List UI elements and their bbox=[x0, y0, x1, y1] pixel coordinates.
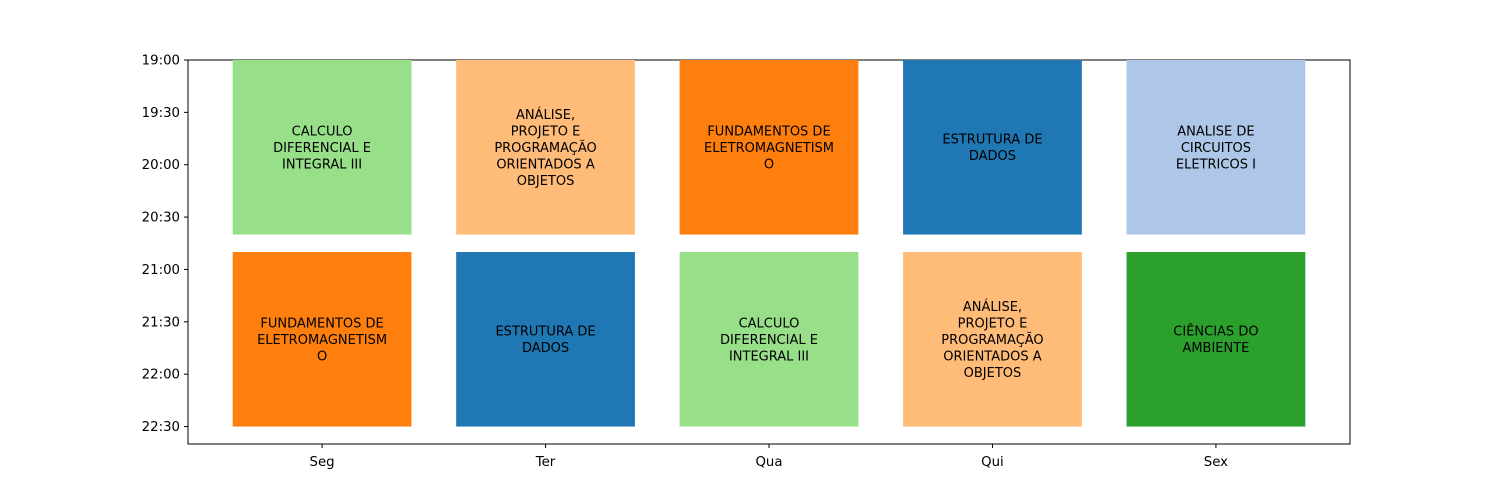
y-tick-label: 19:00 bbox=[142, 54, 180, 69]
y-axis: 19:00 19:30 20:00 20:30 21:00 21:30 22:00 22:30 bbox=[142, 54, 188, 435]
x-tick-label: Qua bbox=[755, 455, 782, 470]
class-block-bar bbox=[456, 252, 635, 427]
x-tick-label: Sex bbox=[1204, 455, 1228, 470]
class-block-label: ANALISE DE bbox=[1177, 124, 1254, 139]
class-block-label: CIÊNCIAS DO bbox=[1173, 324, 1258, 340]
y-tick-label: 21:00 bbox=[142, 263, 180, 278]
y-tick-label: 20:00 bbox=[142, 158, 180, 173]
class-block-label: ESTRUTURA DE bbox=[495, 325, 595, 340]
class-block-label: DADOS bbox=[522, 341, 569, 356]
class-block-label: FUNDAMENTOS DE bbox=[260, 316, 383, 331]
class-block-label: DIFERENCIAL E bbox=[720, 333, 818, 348]
class-block-bar bbox=[1126, 60, 1306, 235]
class-block-label: AMBIENTE bbox=[1182, 341, 1249, 356]
class-block-bar bbox=[903, 252, 1082, 427]
class-block-label: DADOS bbox=[969, 149, 1016, 164]
class-block-bar bbox=[679, 60, 859, 235]
class-block-bar bbox=[679, 252, 859, 427]
y-tick-label: 21:30 bbox=[142, 315, 180, 330]
class-block-label: PROJETO E bbox=[511, 124, 581, 139]
y-tick-label: 20:30 bbox=[142, 211, 180, 226]
class-block-label: INTEGRAL III bbox=[729, 349, 809, 364]
class-block-label: CALCULO bbox=[292, 124, 353, 139]
y-tick-label: 19:30 bbox=[142, 106, 180, 121]
class-block-label: ANÁLISE, bbox=[516, 107, 575, 123]
class-block-bar bbox=[903, 60, 1082, 235]
class-block-bar bbox=[232, 252, 412, 427]
class-block-label: PROGRAMAÇÃO bbox=[941, 332, 1043, 348]
class-block-label: OBJETOS bbox=[517, 174, 575, 189]
x-tick-label: Seg bbox=[310, 455, 335, 470]
y-tick-label: 22:30 bbox=[142, 420, 180, 435]
class-block-bar bbox=[456, 60, 635, 235]
class-block-label: INTEGRAL III bbox=[282, 157, 362, 172]
x-tick-label: Qui bbox=[981, 455, 1004, 470]
class-block-label: ELETROMAGNETISM bbox=[704, 141, 834, 156]
class-block-label: O bbox=[317, 349, 327, 364]
x-axis: Seg Ter Qua Qui Sex bbox=[310, 444, 1228, 470]
class-block-label: ELETROMAGNETISM bbox=[257, 333, 387, 348]
class-block-label: OBJETOS bbox=[964, 366, 1022, 381]
class-block-label: ELETRICOS I bbox=[1176, 157, 1256, 172]
class-block-label: ORIENTADOS A bbox=[496, 157, 594, 172]
class-block-label: CALCULO bbox=[739, 316, 800, 331]
x-tick-label: Ter bbox=[535, 455, 556, 470]
class-block-label: DIFERENCIAL E bbox=[273, 141, 371, 156]
class-block-label: CIRCUITOS bbox=[1181, 141, 1251, 156]
y-tick-label: 22:00 bbox=[142, 368, 180, 383]
class-block-label: FUNDAMENTOS DE bbox=[707, 124, 830, 139]
class-block-label: ESTRUTURA DE bbox=[942, 133, 1042, 148]
class-block-bar bbox=[232, 60, 412, 235]
class-block-label: PROJETO E bbox=[958, 316, 1028, 331]
class-block-bar bbox=[1126, 252, 1306, 427]
class-block-label: PROGRAMAÇÃO bbox=[494, 140, 596, 156]
class-block-label: ANÁLISE, bbox=[963, 299, 1022, 315]
class-block-label: O bbox=[764, 157, 774, 172]
class-block-label: ORIENTADOS A bbox=[943, 349, 1041, 364]
